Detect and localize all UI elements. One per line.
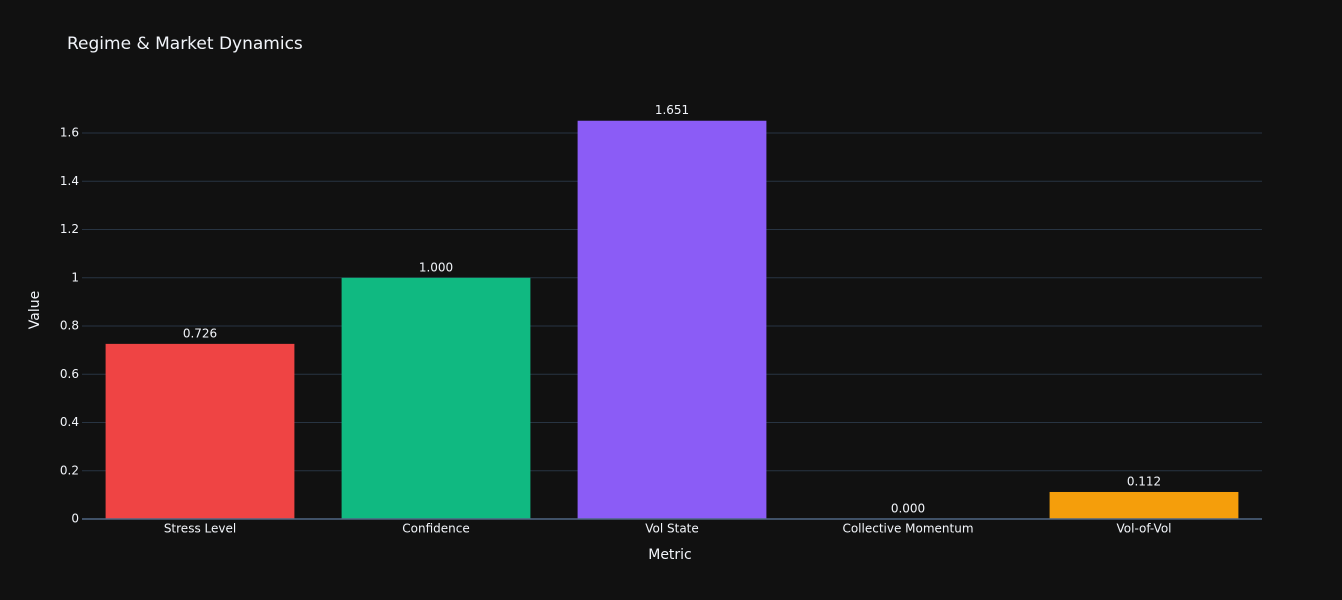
y-tick-label: 1.2 <box>60 222 79 236</box>
y-tick-label: 1.6 <box>60 126 79 140</box>
y-tick-label: 0.4 <box>60 415 79 429</box>
value-label: 0.726 <box>183 326 217 340</box>
value-label: 1.000 <box>419 260 453 274</box>
y-axis-title: Value <box>27 291 43 329</box>
x-tick-label: Vol-of-Vol <box>1117 522 1172 536</box>
y-tick-label: 0.6 <box>60 367 79 381</box>
value-label: 0.000 <box>891 502 925 516</box>
value-label: 0.112 <box>1127 474 1161 488</box>
x-tick-label: Stress Level <box>164 522 236 536</box>
y-tick-label: 0.2 <box>60 463 79 477</box>
y-tick-label: 1.4 <box>60 174 79 188</box>
bar <box>105 343 295 519</box>
y-tick-label: 0 <box>71 512 79 526</box>
y-tick-label: 0.8 <box>60 319 79 333</box>
value-label: 1.651 <box>655 103 689 117</box>
chart-title: Regime & Market Dynamics <box>67 34 303 54</box>
x-tick-label: Collective Momentum <box>842 522 973 536</box>
bar <box>1049 491 1239 519</box>
x-tick-label: Confidence <box>402 522 469 536</box>
y-tick-label: 1 <box>71 270 79 284</box>
bar <box>577 120 767 519</box>
x-axis-title: Metric <box>648 547 692 563</box>
bar <box>341 277 531 519</box>
x-tick-label: Vol State <box>645 522 699 536</box>
